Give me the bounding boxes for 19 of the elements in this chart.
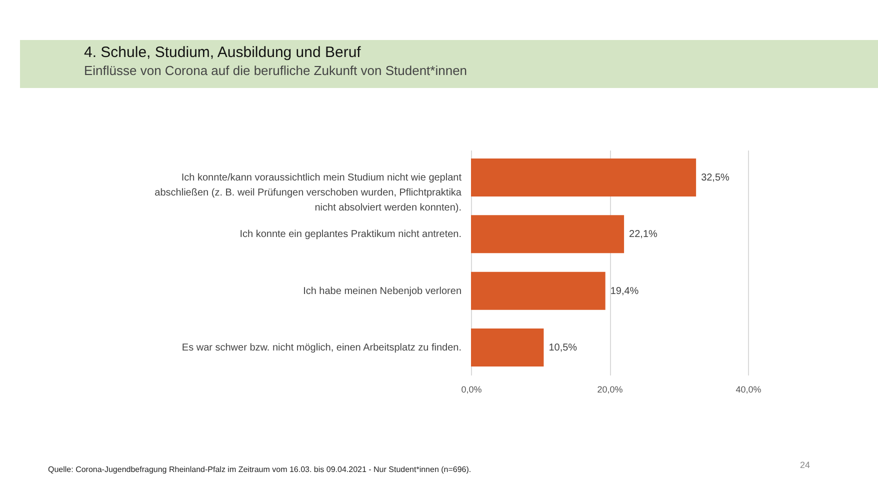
y-tick-label: Ich konnte ein geplantes Praktikum nicht antreten. — [240, 229, 462, 240]
data-label: 32,5% — [701, 172, 730, 184]
y-tick-label: Ich konnte/kann voraussichtlich mein Studium nicht wie geplant abschließen (z. B. weil Prüfungen verschoben wurden, Pflichtpraktika nicht absolviert werden konnten). — [154, 172, 462, 214]
y-tick-label: Ich habe meinen Nebenjob verloren — [303, 286, 462, 297]
text: 4. Schule, Studium, Ausbildung und Beruf — [84, 44, 361, 61]
source-note: Quelle: Corona-Jugendbefragung Rheinland-Pfalz im Zeitraum vom 16.03. bis 09.04.2021 - Nur Student*innen (n=696). — [48, 465, 472, 474]
text: 24 — [800, 460, 810, 470]
bar — [471, 272, 606, 310]
text: Einflüsse von Corona auf die berufliche Zukunft von Student*innen — [84, 63, 468, 78]
x-tick-label: 20,0% — [597, 384, 623, 394]
data-label: 10,5% — [548, 342, 578, 354]
data-label: 19,4% — [610, 286, 639, 297]
x-tick-label: 40,0% — [736, 384, 762, 394]
y-tick-label: Es war schwer bzw. nicht möglich, einen Arbeitsplatz zu finden. — [182, 342, 462, 354]
x-tick-label: 0,0% — [461, 384, 482, 394]
data-label: 22,1% — [629, 229, 658, 240]
bar — [471, 158, 696, 196]
bar — [471, 328, 544, 366]
bar — [471, 215, 624, 254]
